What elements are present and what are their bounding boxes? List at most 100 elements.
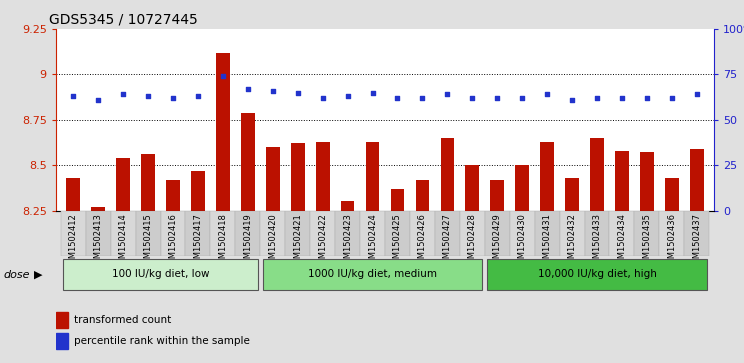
Bar	[659, 211, 684, 256]
Bar	[466, 165, 479, 211]
Bar	[385, 211, 410, 256]
Bar	[366, 142, 379, 211]
Bar	[609, 211, 635, 256]
Bar	[559, 211, 585, 256]
Text: percentile rank within the sample: percentile rank within the sample	[74, 336, 250, 346]
Point	[441, 91, 453, 97]
Bar	[166, 180, 180, 211]
Bar	[260, 211, 285, 256]
Bar	[510, 211, 535, 256]
Bar	[640, 152, 654, 211]
Bar	[440, 138, 455, 211]
Point	[591, 95, 603, 101]
Bar	[315, 142, 330, 211]
Point	[491, 95, 503, 101]
Bar	[211, 211, 235, 256]
Bar	[535, 211, 559, 256]
Bar	[56, 333, 68, 349]
Bar	[285, 211, 310, 256]
Bar	[266, 147, 280, 211]
Text: GSM1502421: GSM1502421	[293, 213, 302, 269]
Bar	[665, 178, 679, 211]
Text: GSM1502426: GSM1502426	[418, 213, 427, 269]
Text: GSM1502432: GSM1502432	[568, 213, 577, 269]
Text: GSM1502417: GSM1502417	[193, 213, 202, 269]
Bar	[565, 178, 579, 211]
Text: GSM1502428: GSM1502428	[468, 213, 477, 269]
Point	[566, 97, 578, 103]
Text: dose: dose	[4, 270, 31, 280]
Bar	[241, 113, 254, 211]
Bar	[435, 211, 460, 256]
Point	[118, 91, 129, 97]
Point	[192, 93, 204, 99]
Bar	[56, 311, 68, 328]
Bar	[360, 211, 385, 256]
Text: GSM1502423: GSM1502423	[343, 213, 352, 269]
FancyBboxPatch shape	[63, 260, 258, 290]
Text: GSM1502433: GSM1502433	[592, 213, 601, 269]
Bar	[116, 158, 130, 211]
Text: GSM1502420: GSM1502420	[269, 213, 278, 269]
Text: GSM1502418: GSM1502418	[219, 213, 228, 269]
Bar	[335, 211, 360, 256]
Bar	[540, 142, 554, 211]
Bar	[61, 211, 86, 256]
FancyBboxPatch shape	[487, 260, 707, 290]
Bar	[341, 201, 354, 211]
Text: GSM1502434: GSM1502434	[618, 213, 626, 269]
Text: GSM1502436: GSM1502436	[667, 213, 676, 269]
Bar	[235, 211, 260, 256]
Point	[541, 91, 553, 97]
Point	[417, 95, 429, 101]
Bar	[92, 207, 105, 211]
Text: GSM1502425: GSM1502425	[393, 213, 402, 269]
Bar	[590, 138, 604, 211]
Text: 1000 IU/kg diet, medium: 1000 IU/kg diet, medium	[308, 269, 437, 279]
Text: GDS5345 / 10727445: GDS5345 / 10727445	[49, 12, 198, 26]
Bar	[391, 189, 404, 211]
Point	[317, 95, 329, 101]
Text: ▶: ▶	[33, 270, 42, 280]
Text: GSM1502413: GSM1502413	[94, 213, 103, 269]
Text: GSM1502422: GSM1502422	[318, 213, 327, 269]
Text: GSM1502431: GSM1502431	[542, 213, 551, 269]
Point	[641, 95, 652, 101]
Point	[217, 73, 229, 79]
Point	[142, 93, 154, 99]
Bar	[516, 165, 529, 211]
Bar	[141, 154, 155, 211]
Text: GSM1502419: GSM1502419	[243, 213, 252, 269]
Bar	[66, 178, 80, 211]
Bar	[135, 211, 161, 256]
Text: GSM1502415: GSM1502415	[144, 213, 153, 269]
Text: GSM1502427: GSM1502427	[443, 213, 452, 269]
Point	[167, 95, 179, 101]
Bar	[690, 149, 704, 211]
Point	[367, 90, 379, 95]
Bar	[485, 211, 510, 256]
Point	[267, 88, 279, 94]
Point	[691, 91, 703, 97]
Point	[292, 90, 304, 95]
Bar	[291, 143, 304, 211]
Point	[341, 93, 353, 99]
Point	[616, 95, 628, 101]
Point	[92, 97, 104, 103]
Bar	[460, 211, 485, 256]
Point	[666, 95, 678, 101]
Text: GSM1502437: GSM1502437	[692, 213, 702, 269]
Point	[466, 95, 478, 101]
Bar	[416, 180, 429, 211]
Text: GSM1502435: GSM1502435	[642, 213, 652, 269]
Text: 100 IU/kg diet, low: 100 IU/kg diet, low	[112, 269, 209, 279]
Text: transformed count: transformed count	[74, 315, 171, 325]
Text: GSM1502414: GSM1502414	[118, 213, 128, 269]
Text: GSM1502429: GSM1502429	[493, 213, 501, 269]
Bar	[310, 211, 335, 256]
Bar	[490, 180, 504, 211]
Text: 10,000 IU/kg diet, high: 10,000 IU/kg diet, high	[538, 269, 656, 279]
Bar	[191, 171, 205, 211]
Point	[67, 93, 79, 99]
Text: GSM1502424: GSM1502424	[368, 213, 377, 269]
